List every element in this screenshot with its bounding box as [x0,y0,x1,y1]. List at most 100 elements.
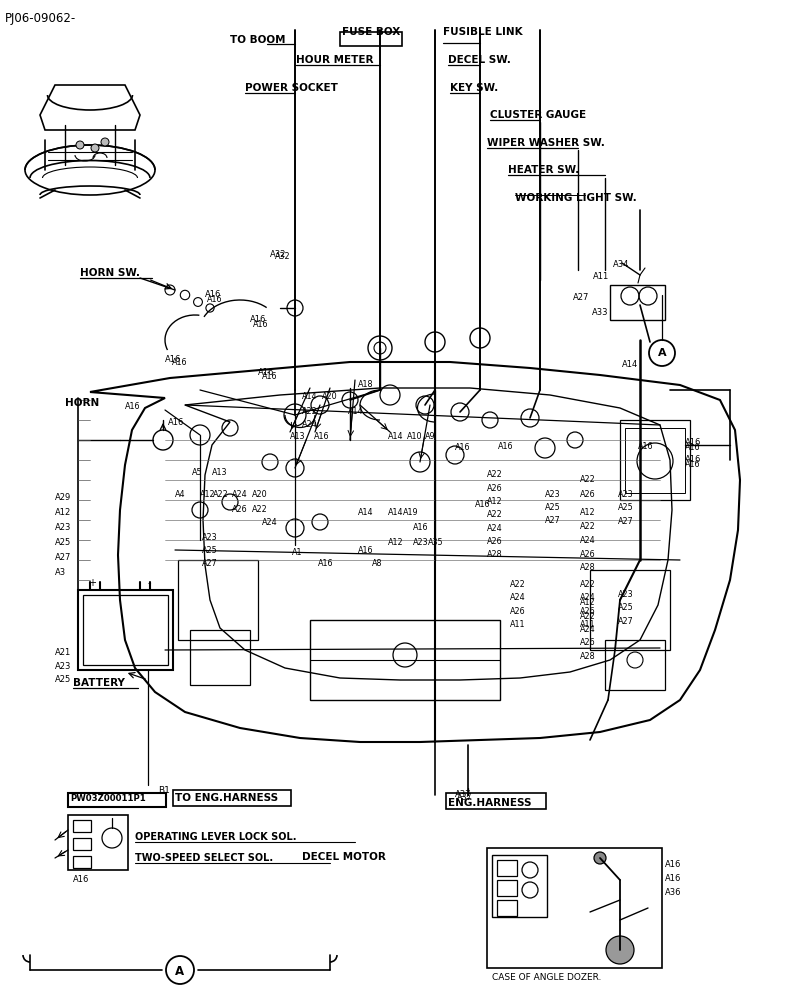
Text: A22: A22 [302,407,317,416]
Text: A16: A16 [497,442,513,451]
Text: +: + [88,578,96,588]
Text: A11: A11 [592,272,608,281]
Text: A12: A12 [579,508,595,517]
Text: A5: A5 [191,468,203,477]
Text: A25: A25 [617,503,633,512]
Bar [496,860,517,876]
Text: A16: A16 [250,315,266,324]
Text: A24: A24 [579,536,595,545]
Text: TWO-SPEED SELECT SOL.: TWO-SPEED SELECT SOL. [135,853,272,863]
Text: A16: A16 [258,368,274,377]
Text: A29: A29 [55,493,71,502]
Text: ENG.HARNESS: ENG.HARNESS [448,798,531,808]
Text: A22: A22 [212,490,229,499]
Text: A16: A16 [637,442,653,451]
Bar [178,560,258,640]
Text: A24: A24 [262,518,277,527]
Text: A23: A23 [202,533,217,542]
Text: A24: A24 [509,593,525,602]
Bar [496,900,517,916]
Text: A23: A23 [544,490,560,499]
Text: A25: A25 [544,503,560,512]
Text: A16: A16 [262,372,277,381]
Bar [310,620,500,700]
Text: A22: A22 [579,522,595,531]
Text: A27: A27 [617,617,633,626]
Text: A23: A23 [55,523,71,532]
Text: A16: A16 [172,358,187,367]
Text: DECEL MOTOR: DECEL MOTOR [302,852,385,862]
Text: WIPER WASHER SW.: WIPER WASHER SW. [487,138,604,148]
Text: A26: A26 [232,505,247,514]
Text: A20: A20 [322,392,337,401]
Text: A14: A14 [621,360,637,369]
Bar [73,856,91,868]
Text: A27: A27 [55,553,71,562]
Text: A19: A19 [402,508,418,517]
Text: A25: A25 [202,546,217,555]
Text: A12: A12 [388,538,403,547]
Bar [73,820,91,832]
Text: A16: A16 [204,290,221,299]
Text: A27: A27 [544,516,560,525]
Text: A: A [657,348,666,358]
Bar [609,285,664,320]
Bar [624,428,684,493]
Text: A22: A22 [509,580,525,589]
Text: PJ06-09062-: PJ06-09062- [5,12,76,25]
Text: A16: A16 [207,295,222,304]
Text: A20: A20 [251,490,268,499]
Text: A16: A16 [168,418,184,427]
Text: TO BOOM: TO BOOM [230,35,285,45]
Text: HOUR METER: HOUR METER [296,55,373,65]
Text: A27: A27 [573,293,589,302]
Bar [68,793,165,807]
Text: A28: A28 [579,652,595,661]
Text: A16: A16 [684,455,701,464]
Text: A26: A26 [579,490,595,499]
Bar [68,815,128,870]
Text: BATTERY: BATTERY [73,678,125,688]
Text: A25: A25 [55,675,71,684]
Text: A16: A16 [684,443,700,452]
Text: HORN SW.: HORN SW. [80,268,139,278]
Text: FUSIBLE LINK: FUSIBLE LINK [443,27,522,37]
Text: A22: A22 [487,510,502,519]
Text: A4: A4 [175,490,185,499]
Text: A16: A16 [253,320,268,329]
Text: A26: A26 [487,537,502,546]
Text: A16: A16 [413,523,428,532]
Bar [73,838,91,850]
Bar [190,630,250,685]
Text: A26: A26 [579,638,595,647]
Text: A14: A14 [358,508,373,517]
Text: A32: A32 [275,252,290,261]
Text: FUSE BOX: FUSE BOX [341,27,400,37]
Text: A11: A11 [509,620,525,629]
Text: CLUSTER GAUGE: CLUSTER GAUGE [489,110,586,120]
Text: CASE OF ANGLE DOZER.: CASE OF ANGLE DOZER. [491,973,601,982]
Text: A16: A16 [664,860,680,869]
Text: A26: A26 [579,607,595,616]
Text: A24: A24 [579,625,595,634]
Text: A16: A16 [684,438,701,447]
Text: A11: A11 [579,620,594,629]
Text: A16: A16 [474,500,490,509]
Text: HORN: HORN [65,398,99,408]
Bar [445,793,545,809]
Text: DECEL SW.: DECEL SW. [448,55,510,65]
Text: A27: A27 [202,559,217,568]
Text: A36: A36 [664,888,680,897]
Text: A24: A24 [579,593,595,602]
Text: A26: A26 [509,607,525,616]
Text: A22: A22 [579,475,595,484]
Text: A13: A13 [212,468,227,477]
Text: WORKING LIGHT SW.: WORKING LIGHT SW. [514,193,636,203]
Text: A21: A21 [55,648,71,657]
Text: A16: A16 [454,443,470,452]
Text: A16: A16 [318,559,333,568]
Bar [604,640,664,690]
Text: A23: A23 [617,590,633,599]
Text: A23: A23 [413,538,428,547]
Text: A24: A24 [302,420,317,429]
